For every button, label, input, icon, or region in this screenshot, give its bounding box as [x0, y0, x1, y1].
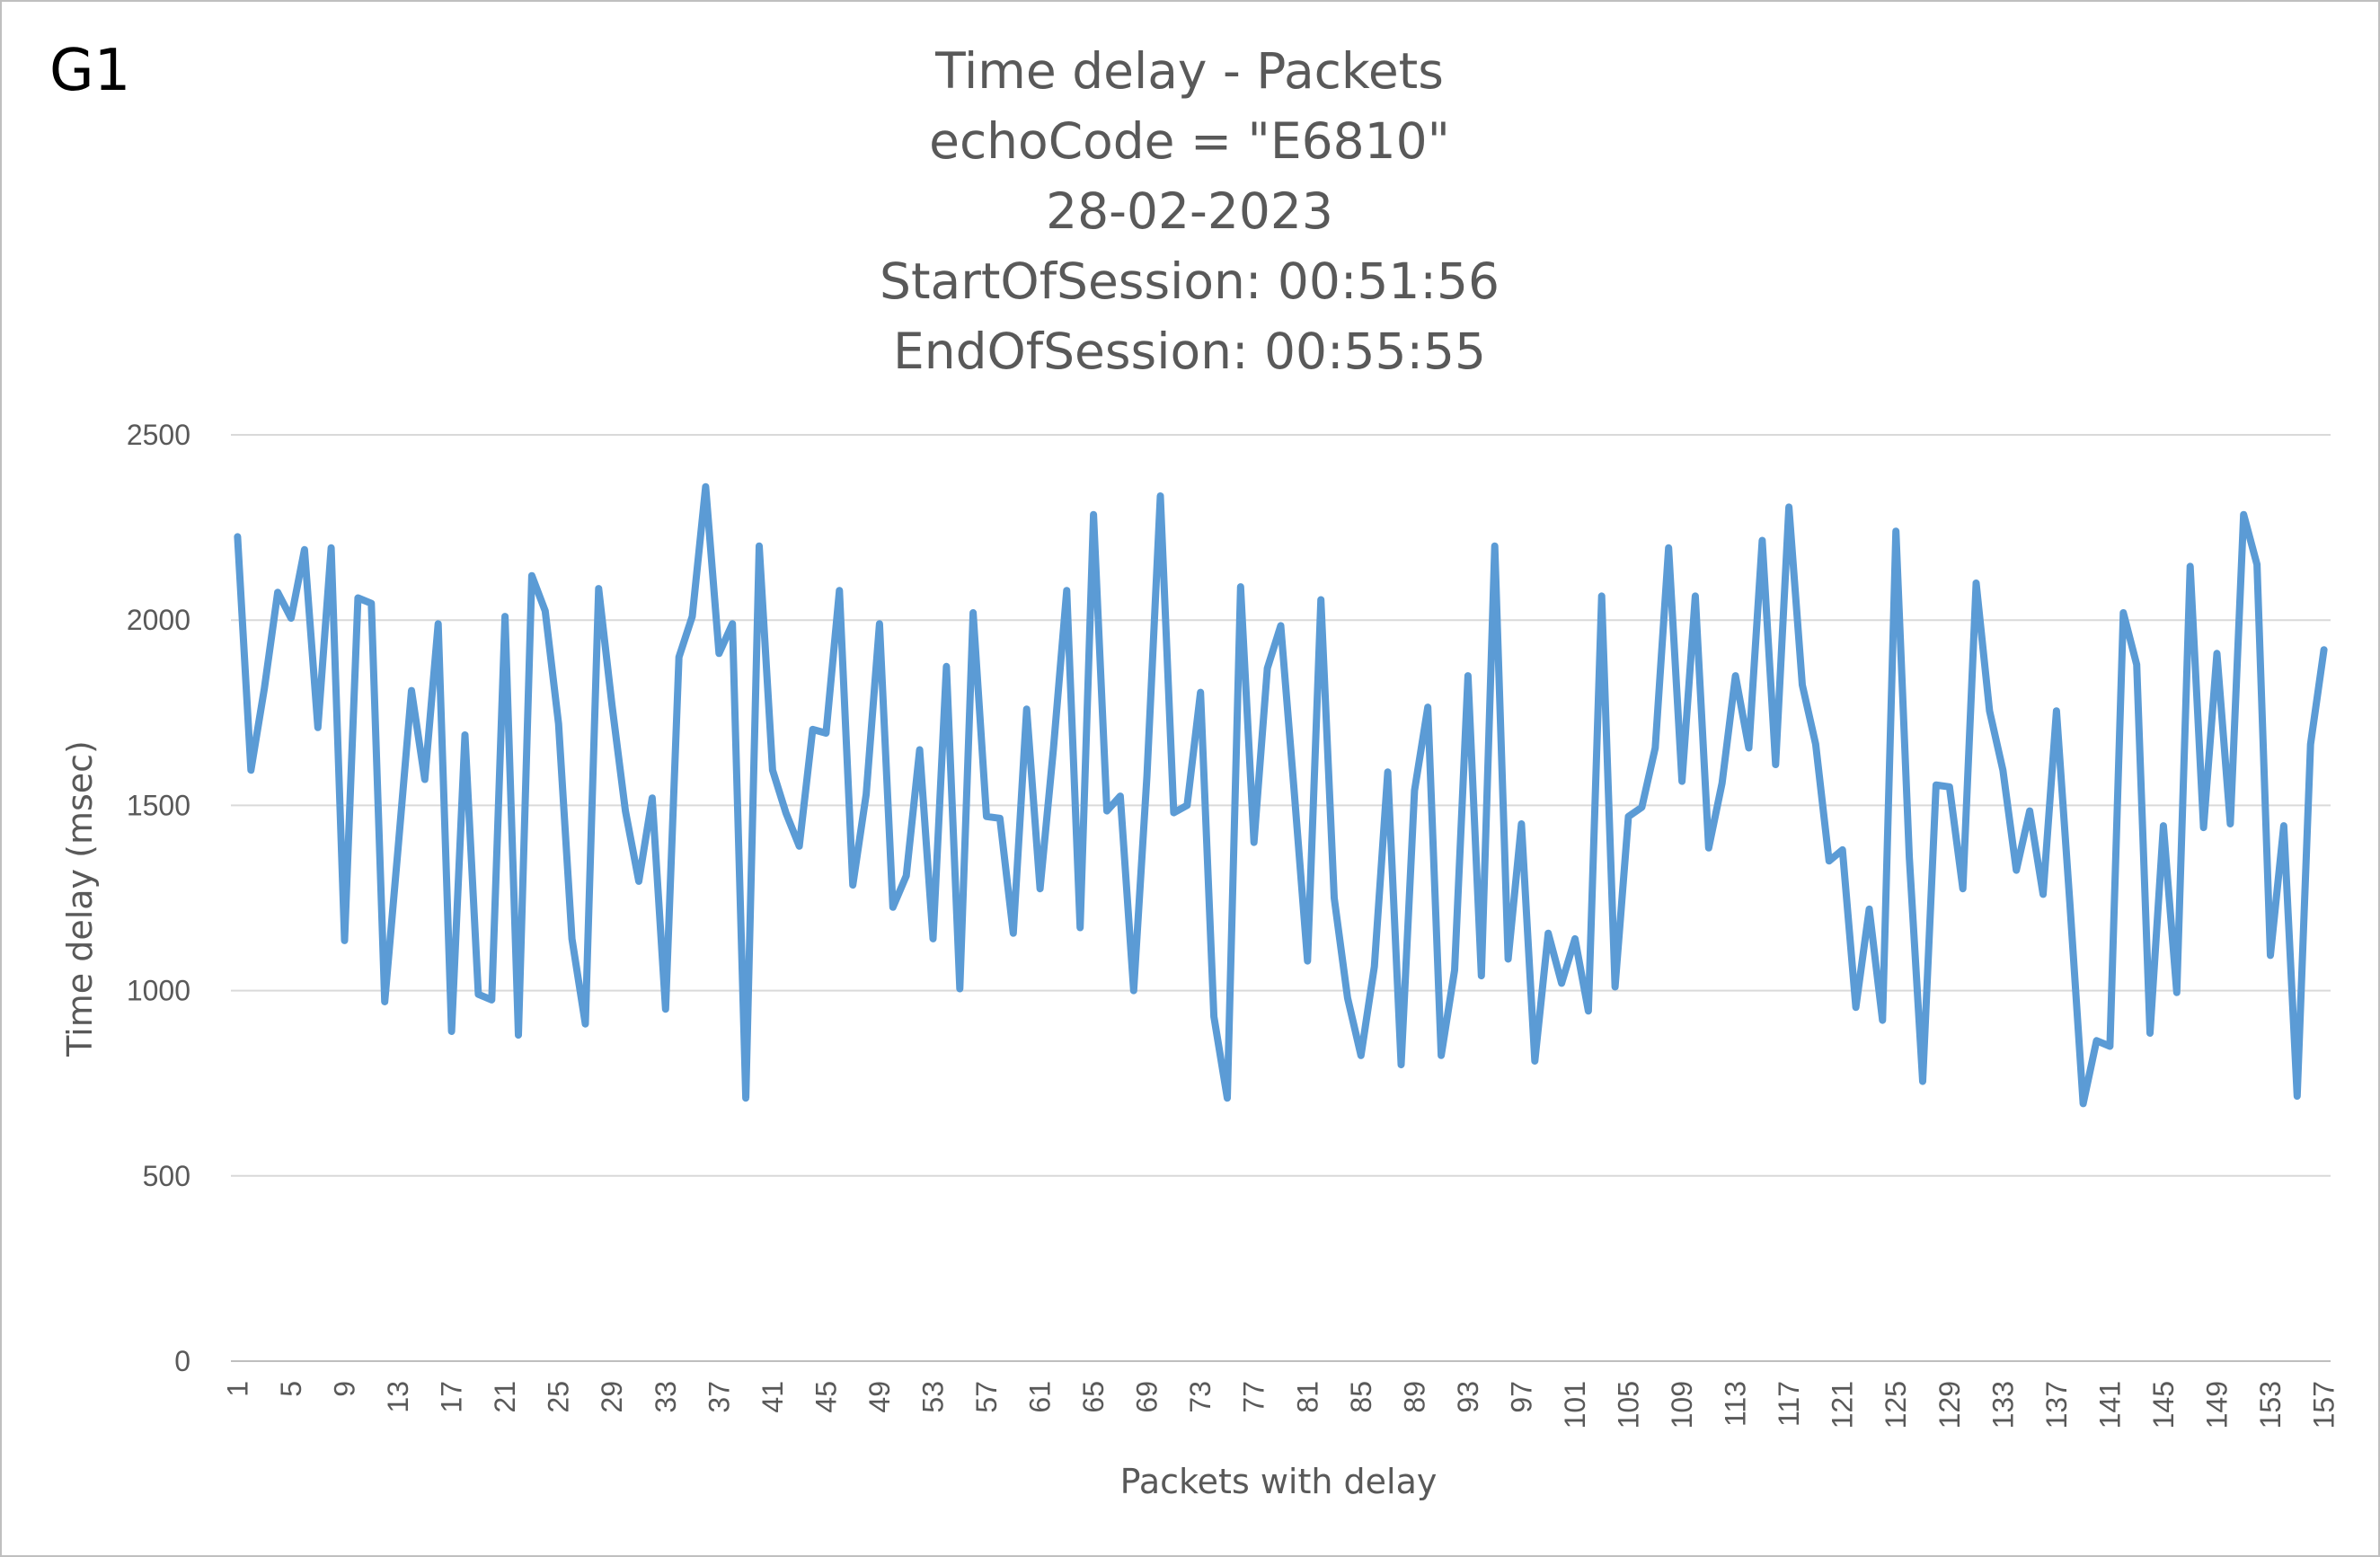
- series-layer: [234, 482, 2328, 1108]
- x-tick-label: 101: [1559, 1381, 1591, 1429]
- x-tick-label: 153: [2254, 1381, 2287, 1429]
- x-tick-label: 93: [1452, 1381, 1484, 1413]
- x-tick-label: 49: [863, 1381, 896, 1413]
- x-tick-label: 133: [1986, 1381, 2019, 1429]
- x-tick-label: 5: [275, 1381, 307, 1397]
- x-tick-label: 45: [810, 1381, 842, 1413]
- x-tick-label: 25: [543, 1381, 575, 1413]
- y-tick-label: 2500: [127, 419, 190, 451]
- y-tick-label: 2000: [127, 604, 190, 636]
- x-tick-label: 137: [2040, 1381, 2073, 1429]
- x-tick-label: 85: [1345, 1381, 1377, 1413]
- x-tick-label: 97: [1505, 1381, 1537, 1413]
- x-tick-label: 113: [1720, 1381, 1752, 1427]
- x-tick-label: 149: [2200, 1381, 2233, 1429]
- x-tick-label: 125: [1880, 1381, 1912, 1429]
- y-tick-label: 500: [143, 1160, 190, 1192]
- x-tick-label: 41: [756, 1381, 789, 1413]
- x-axis-ticks: 1 5 9 13 17 21 25 29 33 37 41 45 49 53 57 61 65 69 73 77 81 8…: [221, 1381, 2340, 1429]
- x-tick-label: 157: [2308, 1381, 2340, 1429]
- chart-title: Time delay - Packets echoCode = "E6810" …: [880, 42, 1500, 380]
- x-tick-label: 57: [970, 1381, 1003, 1413]
- x-tick-label: 77: [1238, 1381, 1270, 1413]
- x-axis-label: Packets with delay: [1120, 1462, 1438, 1501]
- x-tick-label: 145: [2147, 1381, 2180, 1429]
- title-line-3: 28-02-2023: [1046, 182, 1333, 240]
- series-line: [234, 482, 2328, 1108]
- title-line-4: StartOfSession: 00:51:56: [880, 252, 1500, 310]
- y-tick-label: 0: [174, 1345, 190, 1377]
- x-tick-label: 53: [916, 1381, 949, 1413]
- x-tick-label: 9: [329, 1381, 361, 1397]
- x-tick-label: 89: [1398, 1381, 1430, 1413]
- x-tick-label: 121: [1827, 1381, 1859, 1429]
- y-tick-label: 1000: [127, 975, 190, 1007]
- x-tick-label: 37: [703, 1381, 735, 1413]
- x-tick-label: 65: [1077, 1381, 1110, 1413]
- x-tick-label: 61: [1024, 1381, 1057, 1413]
- x-tick-label: 33: [650, 1381, 682, 1413]
- x-tick-label: 81: [1291, 1381, 1323, 1413]
- corner-label: G1: [49, 38, 130, 104]
- x-tick-label: 21: [489, 1381, 521, 1413]
- title-line-5: EndOfSession: 00:55:55: [893, 323, 1486, 380]
- x-tick-label: 105: [1613, 1381, 1645, 1429]
- title-line-1: Time delay - Packets: [934, 42, 1444, 100]
- x-tick-label: 29: [596, 1381, 628, 1413]
- y-tick-label: 1500: [127, 789, 190, 821]
- x-tick-label: 13: [382, 1381, 414, 1413]
- x-tick-label: 109: [1666, 1381, 1698, 1429]
- x-tick-label: 73: [1184, 1381, 1217, 1413]
- y-axis-label: Time delay (msec): [60, 740, 100, 1057]
- x-tick-label: 129: [1933, 1381, 1966, 1429]
- x-tick-label: 117: [1773, 1381, 1805, 1427]
- x-tick-label: 17: [436, 1381, 468, 1413]
- x-tick-label: 69: [1131, 1381, 1163, 1413]
- title-line-2: echoCode = "E6810": [929, 112, 1450, 170]
- y-axis-ticks: 0 500 1000 1500 2000 2500: [127, 419, 190, 1377]
- x-tick-label: 1: [221, 1381, 253, 1397]
- x-tick-label: 141: [2093, 1381, 2126, 1429]
